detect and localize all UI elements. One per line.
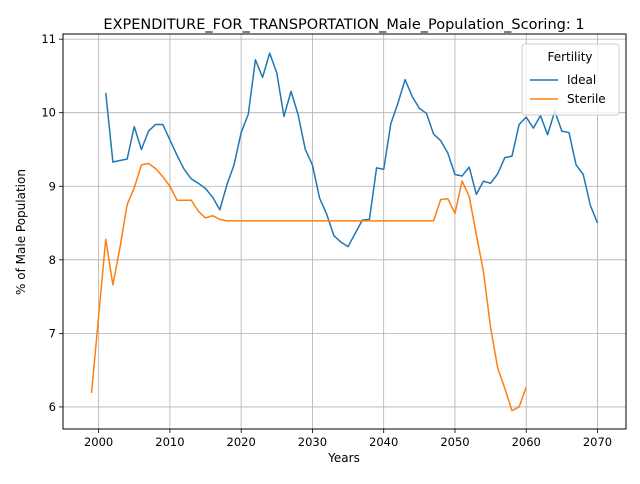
legend: Fertility Ideal Sterile <box>521 43 620 116</box>
x-axis-ticks: 2000 2010 2020 2030 2040 2050 2060 2070 <box>84 429 612 449</box>
legend-title: Fertility <box>547 50 592 64</box>
x-tick-label: 2040 <box>369 435 398 449</box>
y-tick-label: 7 <box>49 326 56 340</box>
y-axis-ticks: 6 7 8 9 10 11 <box>41 32 63 414</box>
y-tick-label: 11 <box>41 32 56 46</box>
x-tick-label: 2070 <box>583 435 612 449</box>
y-tick-label: 6 <box>49 400 56 414</box>
x-tick-label: 2060 <box>512 435 541 449</box>
x-tick-label: 2050 <box>440 435 469 449</box>
y-tick-label: 8 <box>49 253 56 267</box>
y-tick-label: 9 <box>49 179 56 193</box>
series-line-sterile <box>90 162 527 412</box>
series-lines <box>90 52 599 412</box>
x-tick-label: 2030 <box>298 435 327 449</box>
x-tick-label: 2000 <box>84 435 113 449</box>
legend-label-sterile: Sterile <box>567 92 606 106</box>
legend-label-ideal: Ideal <box>567 73 596 87</box>
y-axis-label: % of Male Population <box>14 169 28 295</box>
x-tick-label: 2010 <box>155 435 184 449</box>
x-axis-label: Years <box>327 451 360 465</box>
chart-title: EXPENDITURE_FOR_TRANSPORTATION_Male_Popu… <box>103 17 584 33</box>
legend-box <box>521 43 620 116</box>
series-line-ideal <box>105 52 599 248</box>
y-tick-label: 10 <box>41 106 56 120</box>
axes-frame <box>62 33 627 430</box>
x-tick-label: 2020 <box>227 435 256 449</box>
